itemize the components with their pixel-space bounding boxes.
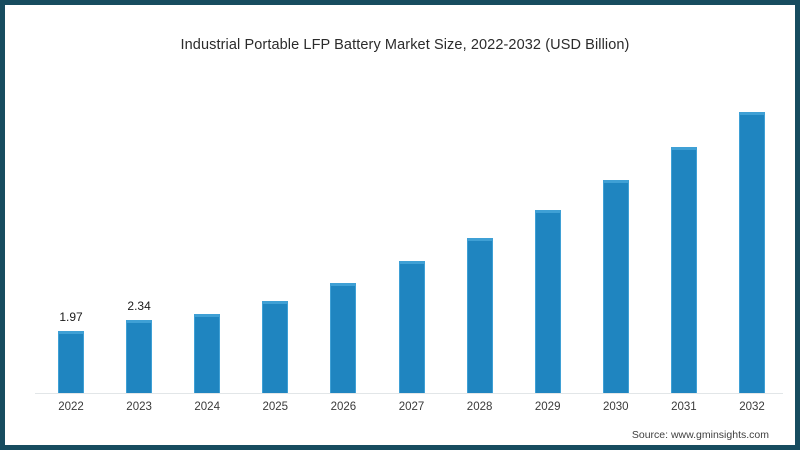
plot-area: 1.97 2022 2.34 2023 2024 2025 2026 2027 2028 2029…: [5, 5, 795, 445]
bar-2032: [739, 112, 765, 393]
bar-2025: [262, 301, 289, 393]
bar-cap: [195, 315, 220, 318]
x-tick-2027: 2027: [398, 401, 425, 413]
bar-cap: [671, 147, 696, 150]
x-tick-2023: 2023: [126, 401, 152, 413]
x-tick-2028: 2028: [466, 401, 493, 413]
data-label-2022: 1.97: [59, 310, 83, 325]
bar-cap: [740, 113, 764, 116]
bar-2028: [466, 238, 493, 393]
bar-2031: [670, 146, 697, 393]
x-tick-2032: 2032: [739, 401, 765, 413]
bar-2027: [398, 261, 425, 393]
bar-cap: [399, 262, 424, 265]
source-attribution: Source: www.gminsights.com: [631, 429, 769, 441]
bar-cap: [331, 283, 356, 286]
x-tick-2022: 2022: [58, 401, 84, 413]
bar-cap: [603, 180, 628, 183]
x-axis-line: [35, 393, 783, 394]
bar-cap: [127, 320, 152, 323]
x-tick-2031: 2031: [671, 401, 697, 413]
x-tick-2029: 2029: [534, 401, 561, 413]
x-tick-2025: 2025: [262, 401, 289, 413]
bar-2023: [126, 319, 153, 393]
bar-2024: [194, 314, 221, 393]
bar-cap: [59, 332, 83, 335]
bar-cap: [467, 239, 492, 242]
bar-2026: [330, 282, 357, 393]
x-tick-2026: 2026: [330, 401, 357, 413]
bar-2030: [602, 179, 629, 393]
chart-canvas: Industrial Portable LFP Battery Market S…: [5, 5, 795, 445]
bar-cap: [535, 210, 560, 213]
chart-title: Industrial Portable LFP Battery Market S…: [180, 37, 630, 53]
bar-2022: [58, 331, 84, 393]
bar-cap: [263, 302, 288, 305]
bar-2029: [534, 209, 561, 393]
data-label-2023: 2.34: [127, 298, 151, 313]
x-tick-2024: 2024: [194, 401, 220, 413]
x-tick-2030: 2030: [603, 401, 629, 413]
